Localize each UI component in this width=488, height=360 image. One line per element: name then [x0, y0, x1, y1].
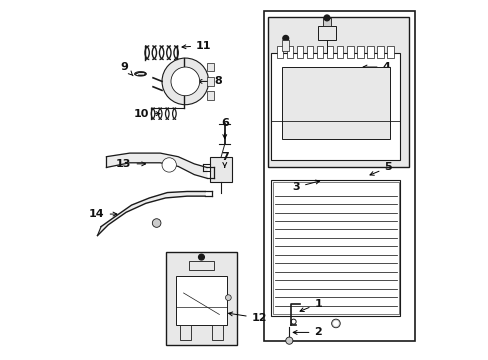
Text: 5: 5 [369, 162, 391, 175]
Bar [188, 261, 214, 270]
Bar [273, 182, 398, 315]
Circle shape [324, 15, 329, 21]
Text: 4: 4 [363, 62, 389, 72]
Circle shape [162, 158, 176, 172]
Polygon shape [106, 153, 206, 178]
Bar [366, 45, 373, 58]
Bar [180, 325, 190, 339]
Text: 8: 8 [198, 76, 222, 86]
Bar [165, 252, 237, 345]
Text: 6: 6 [221, 118, 228, 139]
Circle shape [225, 295, 231, 301]
Text: 3: 3 [292, 180, 319, 192]
Circle shape [333, 321, 337, 325]
Text: 7: 7 [221, 152, 228, 167]
Bar [346, 45, 353, 58]
Text: 11: 11 [182, 41, 211, 50]
Bar [206, 63, 214, 71]
Bar [267, 17, 408, 167]
Bar [210, 157, 231, 182]
Bar [176, 276, 226, 325]
Bar [376, 45, 383, 58]
Bar [212, 325, 223, 339]
Bar [316, 45, 323, 58]
Bar [306, 45, 313, 58]
Bar [264, 12, 414, 341]
Circle shape [282, 36, 288, 41]
Bar [271, 53, 400, 160]
Circle shape [171, 67, 199, 96]
Bar [326, 45, 333, 58]
Bar [286, 45, 293, 58]
Circle shape [198, 254, 204, 260]
Text: 1: 1 [300, 299, 322, 311]
Bar [206, 77, 214, 86]
Circle shape [331, 319, 340, 328]
Bar [296, 45, 303, 58]
Circle shape [285, 337, 292, 344]
Bar [206, 91, 214, 100]
Bar [282, 67, 389, 139]
Polygon shape [97, 192, 204, 235]
Text: 10: 10 [134, 109, 160, 119]
Circle shape [162, 58, 208, 105]
Bar [386, 45, 393, 58]
Circle shape [152, 219, 161, 227]
Text: 12: 12 [228, 312, 266, 323]
Text: 9: 9 [120, 62, 133, 76]
Bar [336, 45, 343, 58]
Bar [317, 26, 335, 40]
Bar [276, 45, 283, 58]
Bar [322, 18, 330, 26]
Text: 2: 2 [293, 327, 322, 337]
Text: 14: 14 [89, 209, 117, 219]
Bar [282, 40, 289, 51]
Text: 13: 13 [116, 159, 145, 169]
Bar [271, 180, 400, 316]
Bar [356, 45, 363, 58]
